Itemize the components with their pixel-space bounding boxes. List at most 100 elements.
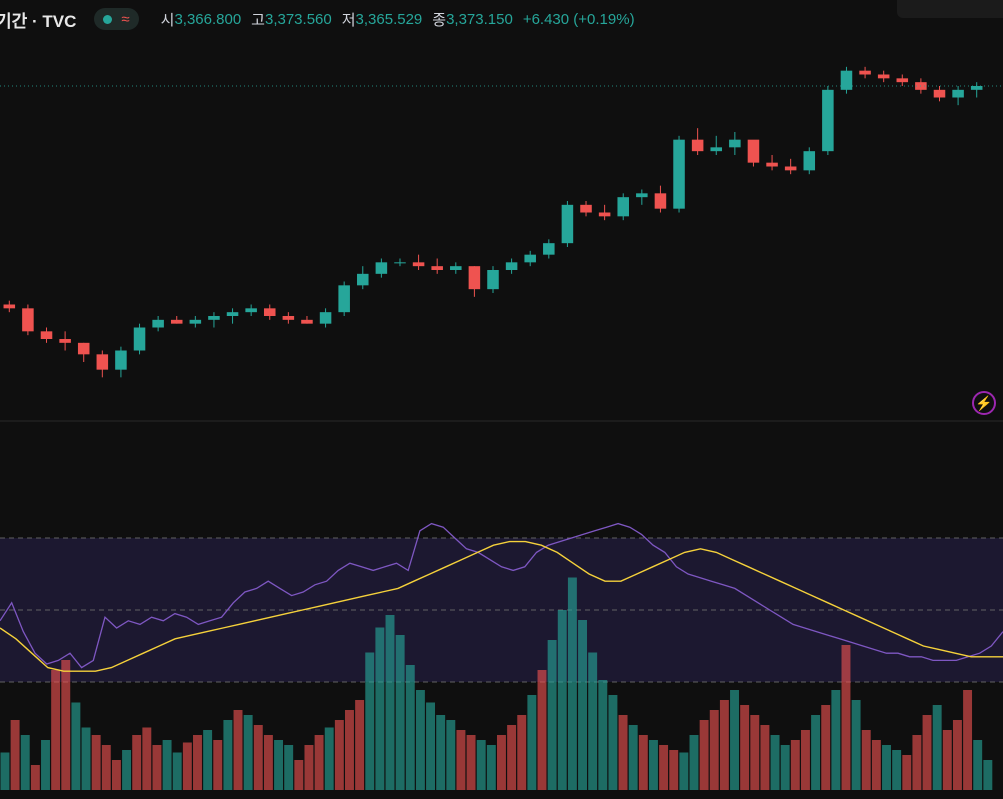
volume-bar [851,700,861,790]
volume-bar [142,727,152,790]
volume-bar [730,690,739,790]
volume-bar [355,700,365,790]
volume-bar [304,745,314,790]
lightning-icon[interactable]: ⚡ [972,391,996,415]
volume-bar [578,620,587,790]
candle-body [598,212,611,217]
volume-bar [203,730,213,790]
volume-bar [395,635,405,790]
volume-bar [10,720,20,790]
candle-body [933,89,946,98]
status-pill[interactable]: ≈ [94,8,139,30]
volume-bar [223,720,233,790]
candle-body [822,89,834,152]
candle-body [840,70,853,90]
candle-body [543,243,555,255]
volume-bar [0,752,10,790]
candle-body [766,162,778,167]
volume-bar [30,765,40,790]
candle-body [524,254,536,263]
close-value: 3,373.150 [446,10,513,28]
candle-body [450,266,462,270]
volume-bar [689,735,699,790]
candle-body [170,319,183,324]
price-pane[interactable] [0,66,1003,378]
volume-bar [669,750,679,790]
volume-bar [517,715,527,790]
candle-body [580,204,592,213]
volume-bar [557,610,567,790]
candle-body [59,339,71,343]
volume-bar [436,715,446,790]
high-value: 3,373.560 [264,10,332,28]
volume-bar [537,670,547,790]
volume-bar [861,730,871,790]
candle-body [784,166,797,171]
candle-body [636,193,648,198]
candle-body [505,262,518,270]
volume-bar [41,740,50,790]
candle-body [859,70,871,75]
indicator-pane[interactable] [0,522,1003,790]
volume-bar [426,702,436,790]
low-label: 저 [341,11,356,29]
volume-bar [588,652,598,790]
open-label: 시 [160,11,175,29]
candle-body [952,89,964,98]
volume-bar [932,705,942,790]
volume-bar [486,745,496,790]
candle-body [561,204,574,244]
volume-bar [821,705,831,790]
symbol-name[interactable]: 기간 · TVC [0,11,77,31]
volume-bar [679,752,689,790]
volume-bar [648,740,658,790]
volume-bar [628,725,638,790]
candle-body [487,270,499,290]
volume-bar [81,727,91,790]
candle-body [301,319,313,324]
open-value: 3,366.800 [174,10,242,28]
close-label: 종 [432,11,447,29]
candle-body [412,262,425,267]
candle-body [970,86,983,90]
candle-body [896,78,909,83]
volume-bar [952,720,962,790]
candle-body [654,193,667,209]
volume-bar [51,670,61,790]
candle-body [803,151,816,171]
candle-body [263,308,276,316]
volume-bar [709,710,719,790]
volume-bar [61,660,71,790]
volume-bar [750,715,760,790]
volume-bar [598,680,608,790]
candle-body [729,139,741,148]
volume-bar [983,760,993,790]
candle-body [691,139,704,152]
volume-bar [20,735,30,790]
candle-body [133,327,146,351]
volume-bar [263,735,273,790]
volume-bar [375,627,385,790]
candle-body [877,74,890,79]
volume-bar [314,735,324,790]
candle-body [96,354,109,370]
volume-bar [294,760,304,790]
volume-bar [719,700,729,790]
volume-bar [253,725,263,790]
volume-bar [882,745,891,790]
volume-bar [871,740,881,790]
green-dot-icon [103,14,113,24]
candle-body [710,147,723,152]
candle-body [152,319,164,328]
candle-body [3,304,16,309]
volume-bar [770,735,780,790]
volume-bar [111,760,121,790]
volume-bar [405,665,415,790]
volume-bar [659,745,669,790]
volume-bar [476,740,486,790]
toolbar-button[interactable] [897,0,1003,18]
volume-bar [233,710,243,790]
candle-body [338,285,350,313]
candle-body [394,262,406,264]
